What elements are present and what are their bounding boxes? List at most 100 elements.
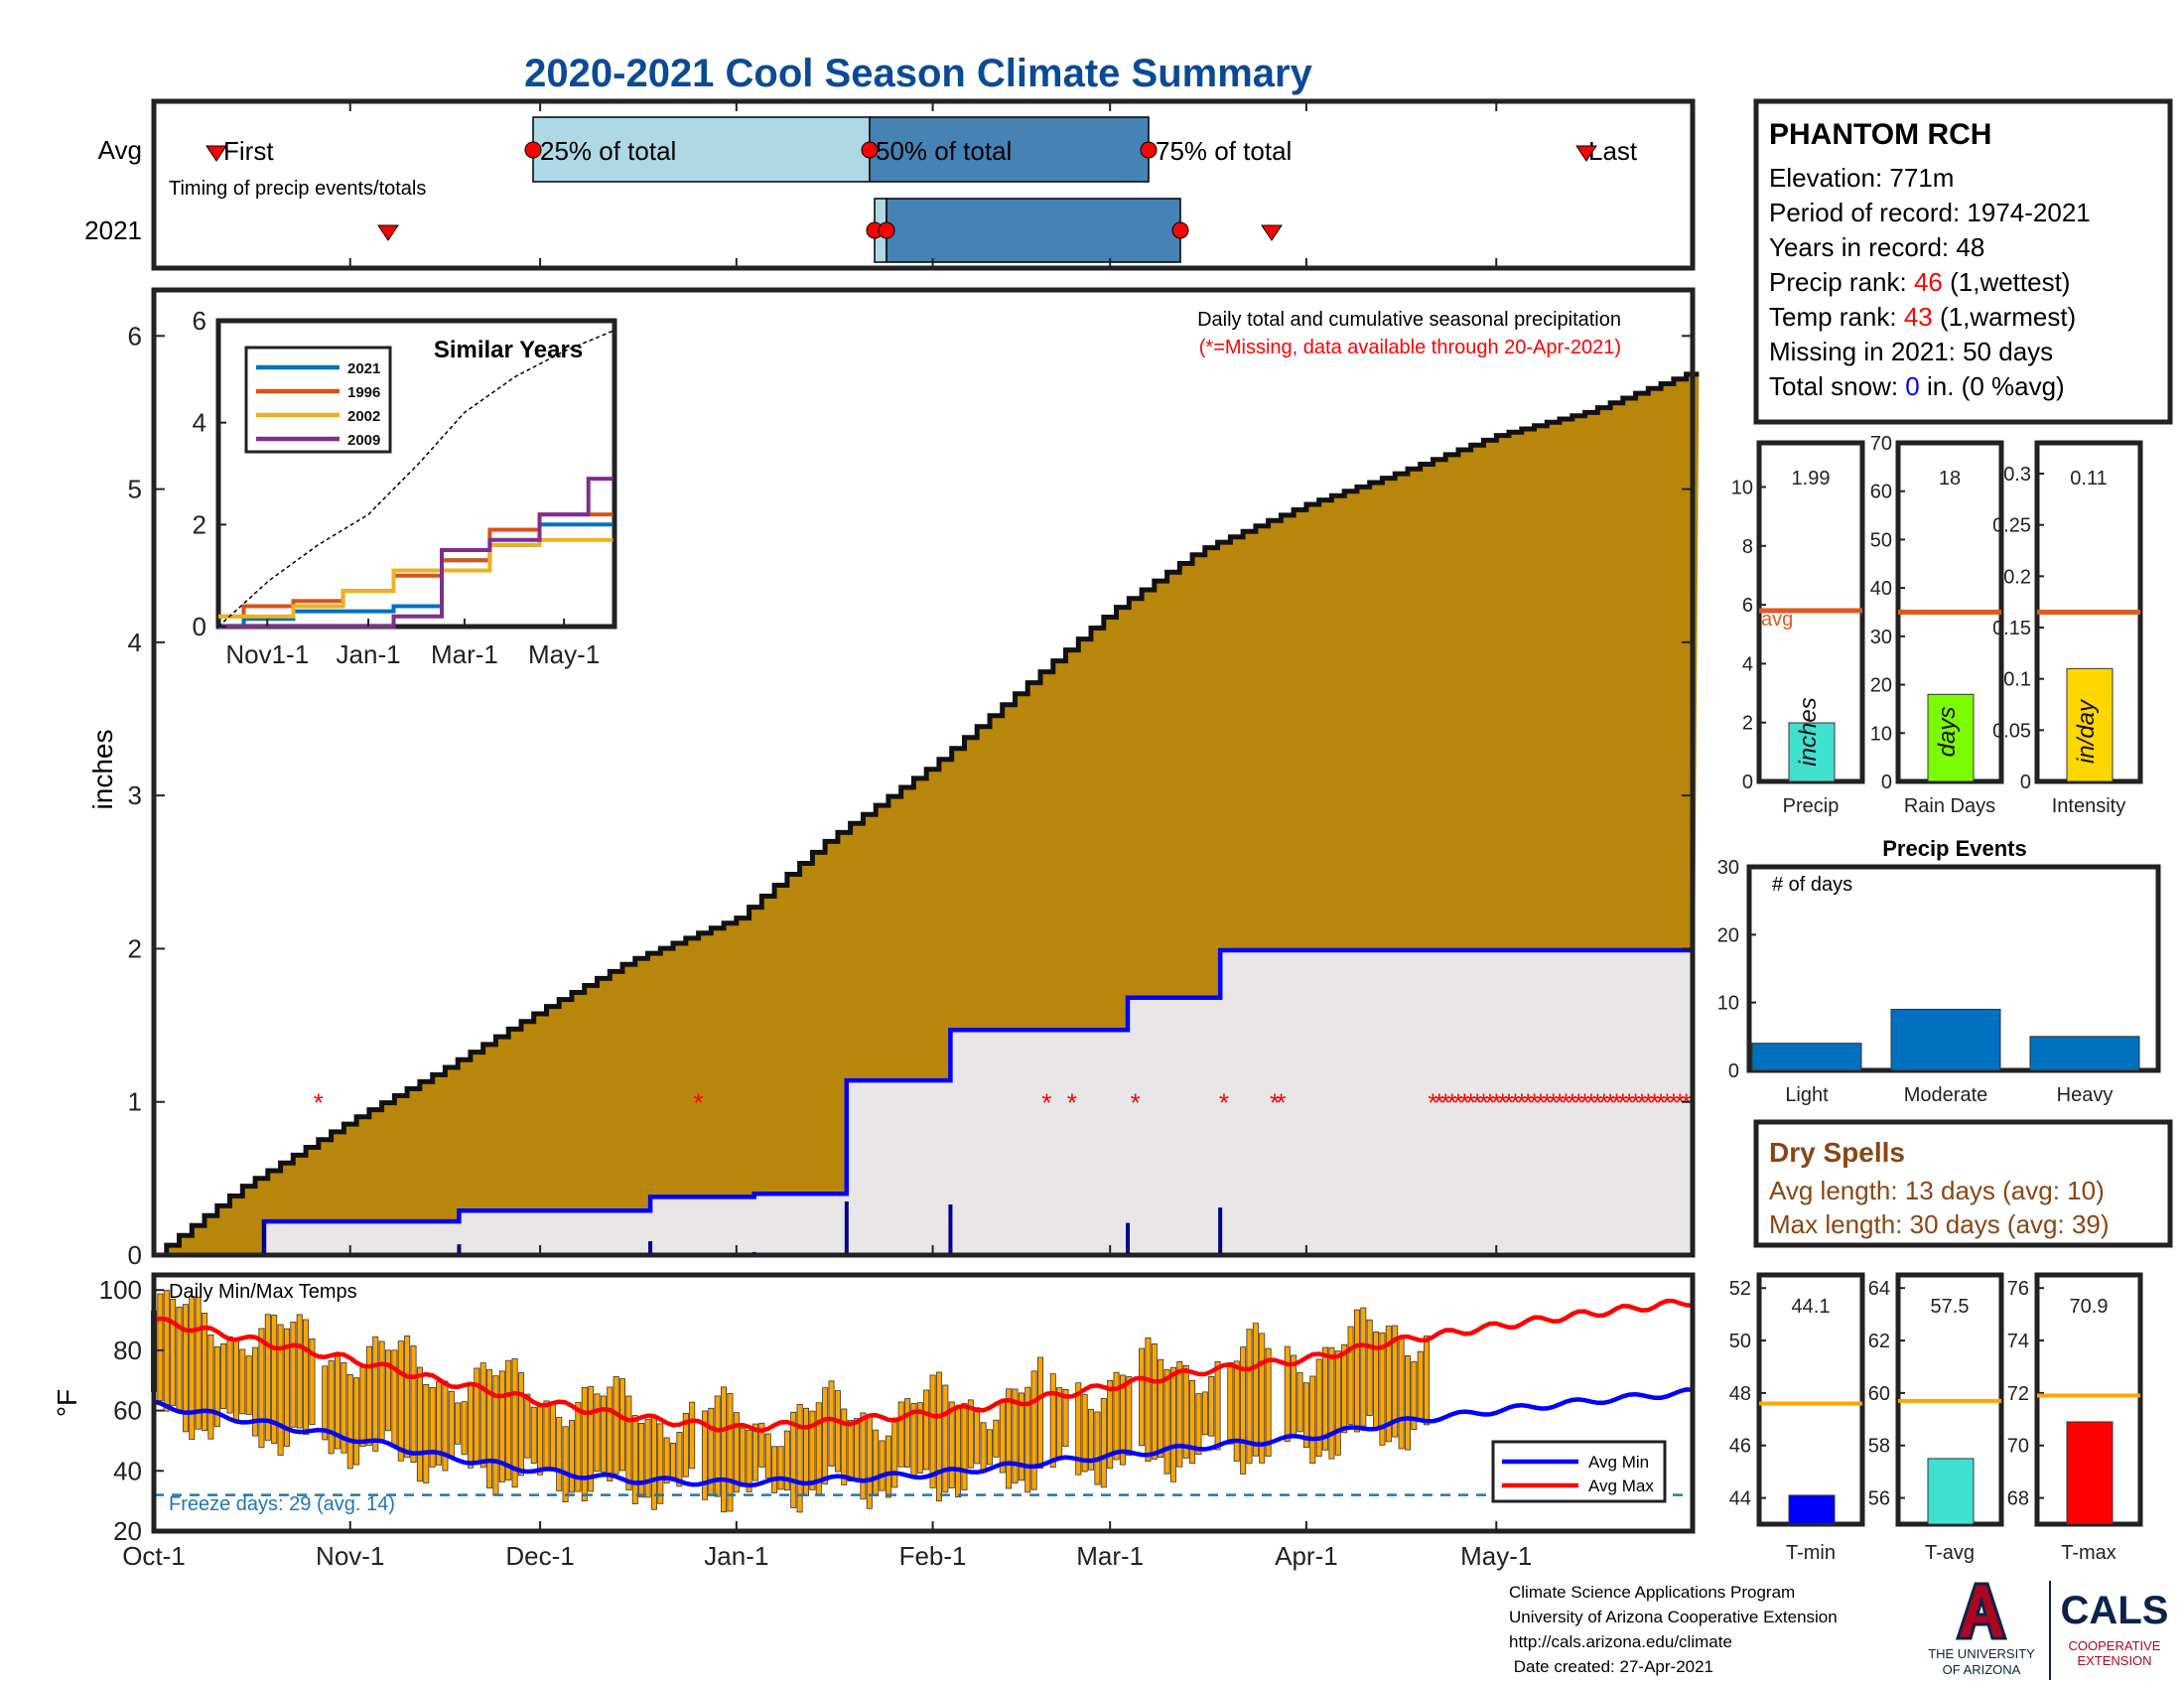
missing-day-marker: * — [1599, 1088, 1609, 1118]
station-years: Years in record: 48 — [1769, 232, 1984, 262]
daily-temp-bar — [239, 1348, 246, 1415]
temp-small-y-tick-label: 44 — [1729, 1488, 1751, 1510]
main-y-tick-label: 6 — [128, 321, 142, 351]
station-snow: Total snow: 0 in. (0 %avg) — [1769, 371, 2065, 401]
daily-temp-bar — [682, 1413, 689, 1477]
missing-day-marker: * — [1586, 1088, 1596, 1118]
observed-cumulative-line — [154, 947, 1694, 1258]
average-cumulative-edge — [154, 371, 1700, 1258]
temp-small-y-tick-label: 76 — [2007, 1278, 2029, 1300]
season-temp-bar-tmax — [2066, 1421, 2114, 1525]
timing-panel: Avg 2021 First Last 25% of total 50% of … — [84, 98, 1696, 271]
daily-precip-bar — [457, 1244, 462, 1255]
daily-temp-bar — [986, 1429, 993, 1466]
avg-max-line — [153, 1298, 1694, 1433]
small-y-tick-label: 0 — [1881, 772, 1892, 793]
daily-temp-bar — [751, 1423, 758, 1481]
daily-temp-bar — [322, 1365, 329, 1441]
snow-suffix: in. (0 %avg) — [1920, 371, 2065, 401]
inset-line-2002 — [217, 537, 614, 619]
missing-day-marker: * — [1472, 1088, 1482, 1118]
missing-day-marker: * — [1669, 1088, 1679, 1118]
event-category-label: Moderate — [1904, 1084, 1988, 1106]
daily-temp-bar — [625, 1395, 632, 1490]
daily-temp-bar — [1145, 1336, 1152, 1463]
daily-temp-bar — [467, 1385, 474, 1469]
daily-temp-bar — [1259, 1333, 1266, 1464]
daily-temp-bar — [961, 1403, 968, 1490]
inset-legend-label: 2021 — [347, 360, 380, 377]
missing-day-marker: * — [1542, 1088, 1552, 1118]
missing-day-marker: * — [1504, 1088, 1514, 1118]
daily-temp-bar — [479, 1362, 486, 1469]
daily-temp-bar — [904, 1398, 911, 1468]
legend-avg-min-label: Avg Min — [1588, 1453, 1649, 1472]
season-temp-xlabel-tmin: T-min — [1786, 1542, 1836, 1564]
daily-temp-bar — [455, 1402, 462, 1445]
small-y-tick-label: 0.3 — [2003, 464, 2031, 486]
season-xlabel-rain_days: Rain Days — [1904, 795, 1995, 817]
observed-cumulative-area — [154, 949, 1693, 1255]
missing-day-marker: * — [1428, 1088, 1437, 1118]
missing-day-marker: * — [1592, 1088, 1602, 1118]
temp-small-y-tick-label: 64 — [1868, 1278, 1890, 1300]
footer-line2: University of Arizona Cooperative Extens… — [1509, 1608, 1838, 1626]
daily-temp-bar — [1398, 1337, 1405, 1450]
daily-temp-bar — [1309, 1375, 1316, 1464]
daily-precip-bar — [948, 1204, 953, 1255]
daily-temp-bar — [594, 1393, 601, 1473]
freeze-days-label: Freeze days: 29 (avg. 14) — [169, 1493, 395, 1515]
inset-axes: 0 2 4 6 Nov1-1 Jan-1 Mar-1 May-1 — [193, 306, 601, 669]
daily-temp-bar — [1360, 1307, 1367, 1427]
missing-day-marker: * — [1485, 1088, 1495, 1118]
season-unit-rain_days: days — [1934, 707, 1961, 758]
dry-spells-title: Dry Spells — [1769, 1137, 1905, 1168]
daily-temp-bar — [1347, 1326, 1354, 1425]
daily-temp-bar — [689, 1401, 696, 1470]
missing-day-marker: * — [1549, 1088, 1559, 1118]
temp-y-tick-label: 40 — [113, 1456, 142, 1485]
precip-rank-prefix: Precip rank: — [1769, 267, 1914, 297]
daily-temp-bar — [929, 1374, 936, 1488]
missing-day-marker: * — [1276, 1088, 1286, 1118]
missing-day-marker: * — [1510, 1088, 1520, 1118]
timing-2021-p75-marker — [1171, 221, 1189, 239]
daily-temp-bar — [588, 1385, 595, 1492]
daily-temp-bar — [1246, 1329, 1253, 1465]
timing-last-label: Last — [1588, 136, 1638, 166]
season-temp-bar-tmin — [1788, 1494, 1836, 1525]
missing-day-marker: * — [1478, 1088, 1488, 1118]
daily-temp-bar — [613, 1375, 619, 1475]
daily-temp-bar — [1404, 1354, 1411, 1451]
daily-temp-bar — [232, 1337, 239, 1423]
timing-avg-p25-marker — [524, 141, 542, 159]
small-y-tick-label: 0.2 — [2003, 566, 2031, 588]
inset-y-tick-label: 6 — [193, 306, 206, 336]
month-tick-label: Feb-1 — [899, 1541, 967, 1571]
daily-temp-bar — [1315, 1358, 1322, 1458]
daily-temp-range-bars — [150, 1289, 1431, 1513]
daily-temp-bar — [885, 1435, 891, 1498]
daily-temp-bar — [631, 1415, 638, 1504]
missing-day-marker: * — [314, 1088, 324, 1118]
daily-temp-bar — [733, 1412, 740, 1493]
timing-p50-label: 50% of total — [876, 136, 1012, 166]
daily-temp-bar — [1169, 1366, 1176, 1482]
ua-line2: OF ARIZONA — [1943, 1662, 2021, 1677]
events-y-tick-label: 30 — [1717, 857, 1739, 879]
season-value-rain_days: 18 — [1939, 468, 1961, 490]
daily-temp-bar — [277, 1324, 284, 1456]
missing-day-marker: * — [1650, 1088, 1660, 1118]
small-y-tick-label: 2 — [1742, 713, 1753, 735]
daily-temp-bar — [828, 1380, 835, 1467]
daily-temp-bar — [346, 1373, 353, 1470]
cals-wordmark: CALS — [2061, 1589, 2169, 1632]
inset-title: Similar Years — [434, 337, 583, 363]
timing-p25-label: 25% of total — [540, 136, 676, 166]
daily-temp-bar — [670, 1442, 677, 1480]
event-bar-light — [1751, 1043, 1862, 1071]
missing-day-marker: * — [1498, 1088, 1508, 1118]
daily-temp-bar — [1322, 1346, 1329, 1451]
daily-temp-bar — [783, 1430, 790, 1491]
